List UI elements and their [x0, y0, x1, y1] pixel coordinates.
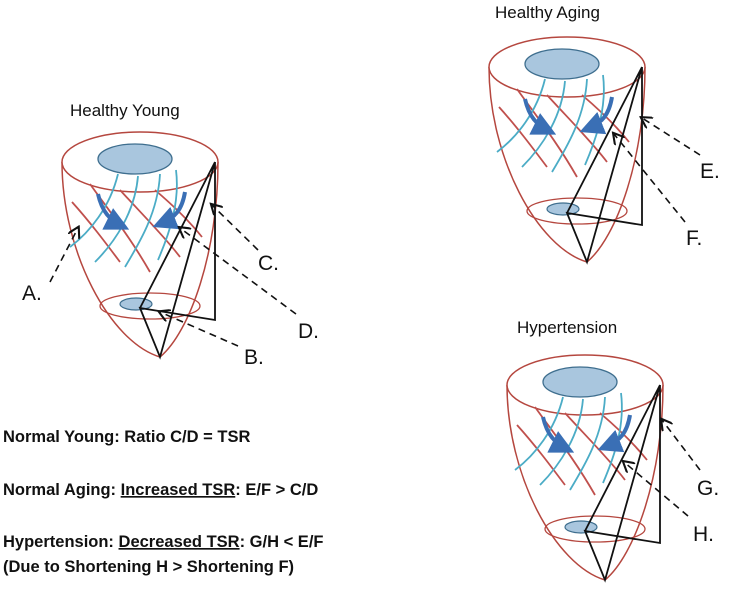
panel-title: Hypertension	[517, 318, 617, 337]
label: A.	[22, 282, 42, 305]
note: Normal Aging: Increased TSR: E/F > C/D	[3, 481, 318, 499]
heart-hypertension	[507, 355, 663, 580]
label: F.	[686, 227, 702, 250]
note-text: (Due to Shortening H > Shortening F)	[3, 558, 294, 576]
note-text: : G/H < E/F	[240, 533, 324, 551]
label: E.	[700, 160, 720, 183]
label: G.	[697, 477, 719, 500]
panel-title: Healthy Young	[70, 101, 180, 120]
note: Normal Young: Ratio C/D = TSR	[3, 428, 250, 446]
panel-title: Healthy Aging	[495, 3, 600, 22]
note-text: Normal Aging:	[3, 481, 121, 499]
note-emphasis: Decreased TSR	[119, 533, 240, 551]
heart-young	[62, 132, 218, 357]
label-arrows	[49, 118, 701, 517]
note-text: : E/F > C/D	[235, 481, 318, 499]
note: Hypertension: Decreased TSR: G/H < E/F	[3, 533, 323, 551]
note-emphasis: Increased TSR	[121, 481, 236, 499]
label: B.	[244, 346, 264, 369]
heart-aging	[489, 37, 645, 262]
label: C.	[258, 252, 279, 275]
note-text: Normal Young: Ratio C/D = TSR	[3, 428, 250, 446]
label: D.	[298, 320, 319, 343]
note-text: Hypertension:	[3, 533, 119, 551]
note: (Due to Shortening H > Shortening F)	[3, 558, 294, 576]
label: H.	[693, 523, 714, 546]
